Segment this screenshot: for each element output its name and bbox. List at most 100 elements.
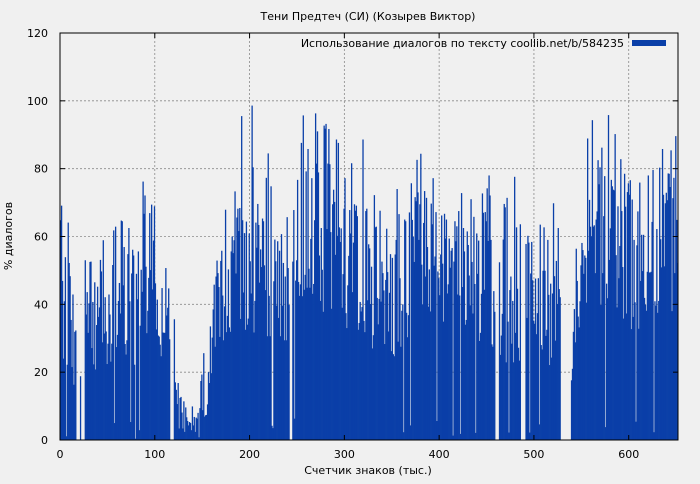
bar bbox=[390, 351, 393, 440]
bar bbox=[254, 300, 256, 440]
bar bbox=[197, 412, 199, 440]
bar bbox=[288, 305, 290, 440]
bar bbox=[435, 212, 437, 440]
bar bbox=[229, 331, 231, 440]
bar bbox=[317, 172, 320, 440]
bar bbox=[641, 234, 643, 440]
bar bbox=[587, 250, 590, 440]
bar bbox=[461, 287, 464, 440]
bar bbox=[61, 280, 64, 440]
bar bbox=[214, 346, 216, 440]
bar bbox=[87, 332, 89, 440]
bar bbox=[300, 142, 303, 440]
x-tick-label: 100 bbox=[144, 448, 165, 461]
bar bbox=[318, 255, 321, 440]
bar bbox=[620, 159, 622, 441]
bar bbox=[153, 206, 156, 440]
bar bbox=[332, 204, 334, 440]
bar bbox=[186, 417, 188, 440]
bar bbox=[372, 335, 375, 440]
bar bbox=[126, 340, 128, 440]
y-tick-label: 80 bbox=[34, 163, 48, 176]
bar bbox=[501, 313, 503, 440]
bar bbox=[165, 268, 167, 440]
bar bbox=[669, 186, 671, 440]
bar bbox=[394, 254, 396, 440]
bar bbox=[515, 227, 518, 440]
bar bbox=[130, 422, 132, 440]
bar bbox=[426, 247, 429, 440]
bar bbox=[263, 265, 266, 440]
bar bbox=[89, 261, 91, 440]
bar bbox=[411, 219, 413, 440]
bar bbox=[397, 341, 399, 440]
bar bbox=[179, 397, 181, 440]
bar bbox=[371, 348, 374, 440]
bar bbox=[151, 289, 154, 440]
bar bbox=[505, 362, 507, 440]
bar bbox=[223, 306, 226, 440]
bar bbox=[258, 224, 260, 440]
bar bbox=[573, 309, 576, 440]
bar bbox=[305, 171, 307, 440]
bar bbox=[510, 276, 512, 440]
bar bbox=[110, 361, 112, 440]
bar bbox=[265, 177, 267, 441]
bar bbox=[405, 312, 408, 440]
bar bbox=[519, 224, 522, 440]
bar bbox=[142, 181, 144, 440]
bar bbox=[200, 380, 202, 440]
bar bbox=[315, 163, 318, 440]
bar bbox=[549, 365, 551, 440]
bar bbox=[402, 304, 404, 440]
bar bbox=[187, 425, 190, 440]
bar bbox=[252, 167, 254, 440]
bar bbox=[616, 307, 618, 440]
bar bbox=[430, 203, 432, 440]
bar bbox=[162, 332, 164, 440]
bar bbox=[283, 340, 285, 440]
bar bbox=[425, 197, 428, 440]
bar bbox=[383, 290, 385, 440]
bar bbox=[94, 282, 96, 440]
bar bbox=[295, 280, 297, 440]
bar bbox=[234, 191, 236, 440]
bar bbox=[158, 336, 160, 440]
bar bbox=[443, 213, 446, 440]
bar bbox=[485, 221, 487, 440]
bar bbox=[320, 228, 322, 440]
bar bbox=[342, 274, 344, 440]
bar bbox=[571, 368, 574, 440]
bar bbox=[136, 299, 139, 440]
bars-group bbox=[60, 105, 679, 441]
bar bbox=[349, 210, 351, 440]
bar bbox=[361, 307, 363, 440]
bar bbox=[664, 203, 667, 440]
bar bbox=[271, 425, 273, 440]
bar bbox=[303, 289, 305, 440]
bar bbox=[649, 272, 651, 440]
bar bbox=[377, 324, 379, 440]
bar bbox=[256, 247, 258, 440]
bar bbox=[118, 282, 121, 440]
bar bbox=[578, 327, 580, 440]
bar bbox=[587, 138, 589, 440]
bar bbox=[127, 254, 129, 440]
bar bbox=[593, 225, 595, 440]
bar bbox=[367, 300, 369, 440]
bar bbox=[296, 260, 298, 440]
bar bbox=[105, 331, 107, 440]
bar bbox=[287, 268, 289, 440]
bar bbox=[343, 208, 345, 440]
bar bbox=[238, 231, 240, 440]
bar bbox=[160, 356, 162, 440]
bar bbox=[657, 312, 659, 440]
bar bbox=[676, 219, 678, 440]
y-tick-label: 20 bbox=[34, 366, 48, 379]
bar bbox=[260, 267, 263, 440]
bar bbox=[277, 241, 279, 440]
bar bbox=[332, 189, 335, 440]
bar bbox=[340, 228, 342, 440]
bar bbox=[423, 191, 426, 440]
